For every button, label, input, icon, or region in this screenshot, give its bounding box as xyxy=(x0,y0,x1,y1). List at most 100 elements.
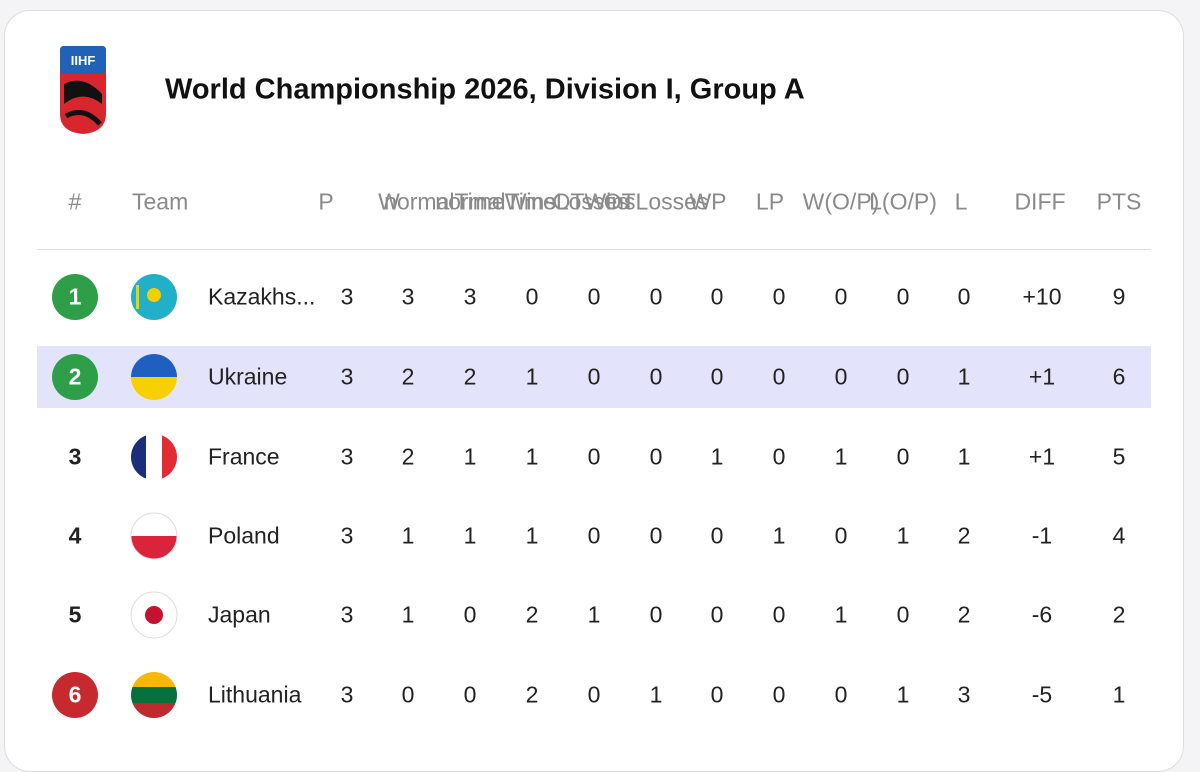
rank: 1 xyxy=(68,283,82,310)
stat-cell: 1 xyxy=(525,522,539,549)
stat-cell: 3 xyxy=(340,601,354,628)
stat-cell: 1 xyxy=(772,522,786,549)
column-header: normalTimeWins xyxy=(384,188,556,215)
stat-cell: 0 xyxy=(772,283,786,310)
stat-cell: 0 xyxy=(772,681,786,708)
stat-cell: 2 xyxy=(525,601,539,628)
stat-cell: 2 xyxy=(525,681,539,708)
stat-cell: -5 xyxy=(1031,681,1053,708)
stat-cell: +1 xyxy=(1028,363,1056,390)
logo: IIHF xyxy=(60,46,106,134)
stat-cell: +1 xyxy=(1028,443,1056,470)
stat-cell: 3 xyxy=(340,283,354,310)
stat-cell: 1 xyxy=(896,681,910,708)
column-header: P xyxy=(318,188,334,215)
column-header: L xyxy=(954,188,968,215)
stat-cell: 9 xyxy=(1112,283,1126,310)
stat-cell: 3 xyxy=(340,363,354,390)
stat-cell: 6 xyxy=(1112,363,1126,390)
stat-cell: 0 xyxy=(649,283,663,310)
stat-cell: 0 xyxy=(463,681,477,708)
rank: 3 xyxy=(68,443,82,470)
stat-cell: 0 xyxy=(710,681,724,708)
stat-cell: 2 xyxy=(957,601,971,628)
team-flag xyxy=(131,274,177,320)
stat-cell: 4 xyxy=(1112,522,1126,549)
stat-cell: 0 xyxy=(587,363,601,390)
stat-cell: 0 xyxy=(649,443,663,470)
column-header: WP xyxy=(689,188,727,215)
team-flag xyxy=(131,434,177,480)
stat-cell: 1 xyxy=(401,522,415,549)
divider xyxy=(37,249,1151,250)
stat-cell: 0 xyxy=(896,443,910,470)
stat-cell: -1 xyxy=(1031,522,1053,549)
stat-cell: 3 xyxy=(340,522,354,549)
team-name: France xyxy=(208,443,280,470)
stat-cell: 0 xyxy=(834,681,848,708)
rank-badge xyxy=(52,354,98,400)
column-header: DIFF xyxy=(1014,188,1066,215)
stat-cell: 0 xyxy=(463,601,477,628)
stat-cell: 0 xyxy=(649,363,663,390)
team-name: Japan xyxy=(208,601,271,628)
team-name: Poland xyxy=(208,522,280,549)
stat-cell: 1 xyxy=(525,443,539,470)
stat-cell: 1 xyxy=(834,443,848,470)
stat-cell: -6 xyxy=(1031,601,1053,628)
column-header: PTS xyxy=(1096,188,1142,215)
stat-cell: 0 xyxy=(834,522,848,549)
stat-cell: 1 xyxy=(525,363,539,390)
stat-cell: +10 xyxy=(1022,283,1062,310)
stat-cell: 0 xyxy=(649,601,663,628)
column-header: L(O/P) xyxy=(869,188,937,215)
stat-cell: 1 xyxy=(957,443,971,470)
stat-cell: 2 xyxy=(957,522,971,549)
stat-cell: 1 xyxy=(587,601,601,628)
title: World Championship 2026, Division I, Gro… xyxy=(165,73,805,106)
stat-cell: 1 xyxy=(896,522,910,549)
column-header: OTLosses xyxy=(603,188,709,215)
team-flag xyxy=(130,512,178,560)
stat-cell: 0 xyxy=(896,601,910,628)
stat-cell: 2 xyxy=(463,363,477,390)
team-name: Kazakhs... xyxy=(208,283,316,310)
stat-cell: 3 xyxy=(340,681,354,708)
stat-cell: 1 xyxy=(463,522,477,549)
stat-cell: 3 xyxy=(463,283,477,310)
stat-cell: 0 xyxy=(834,283,848,310)
rank: 2 xyxy=(68,363,82,390)
logo-text: IIHF xyxy=(71,53,96,68)
stat-cell: 3 xyxy=(340,443,354,470)
stat-cell: 0 xyxy=(587,283,601,310)
rank-badge xyxy=(52,672,98,718)
stat-cell: 0 xyxy=(957,283,971,310)
team-name: Ukraine xyxy=(208,363,288,390)
column-header: W(O/P) xyxy=(802,188,880,215)
rank: 6 xyxy=(68,681,82,708)
column-header: LP xyxy=(755,188,785,215)
stat-cell: 0 xyxy=(710,522,724,549)
stat-cell: 0 xyxy=(772,363,786,390)
stat-cell: 1 xyxy=(710,443,724,470)
stat-cell: 0 xyxy=(710,363,724,390)
stat-cell: 0 xyxy=(896,363,910,390)
stat-cell: 0 xyxy=(587,443,601,470)
row-highlight xyxy=(37,346,1151,408)
stat-cell: 0 xyxy=(834,363,848,390)
column-header: OTWins xyxy=(552,188,636,215)
column-header: Team xyxy=(132,188,189,215)
stat-cell: 0 xyxy=(772,601,786,628)
team-flag xyxy=(130,591,178,639)
stat-cell: 0 xyxy=(710,283,724,310)
stat-cell: 0 xyxy=(525,283,539,310)
team-name: Lithuania xyxy=(208,681,302,708)
stat-cell: 0 xyxy=(772,443,786,470)
stat-cell: 1 xyxy=(834,601,848,628)
stat-cell: 3 xyxy=(401,283,415,310)
stat-cell: 1 xyxy=(957,363,971,390)
stat-cell: 0 xyxy=(649,522,663,549)
rank: 5 xyxy=(68,601,82,628)
stat-cell: 1 xyxy=(401,601,415,628)
column-header: # xyxy=(68,188,82,215)
